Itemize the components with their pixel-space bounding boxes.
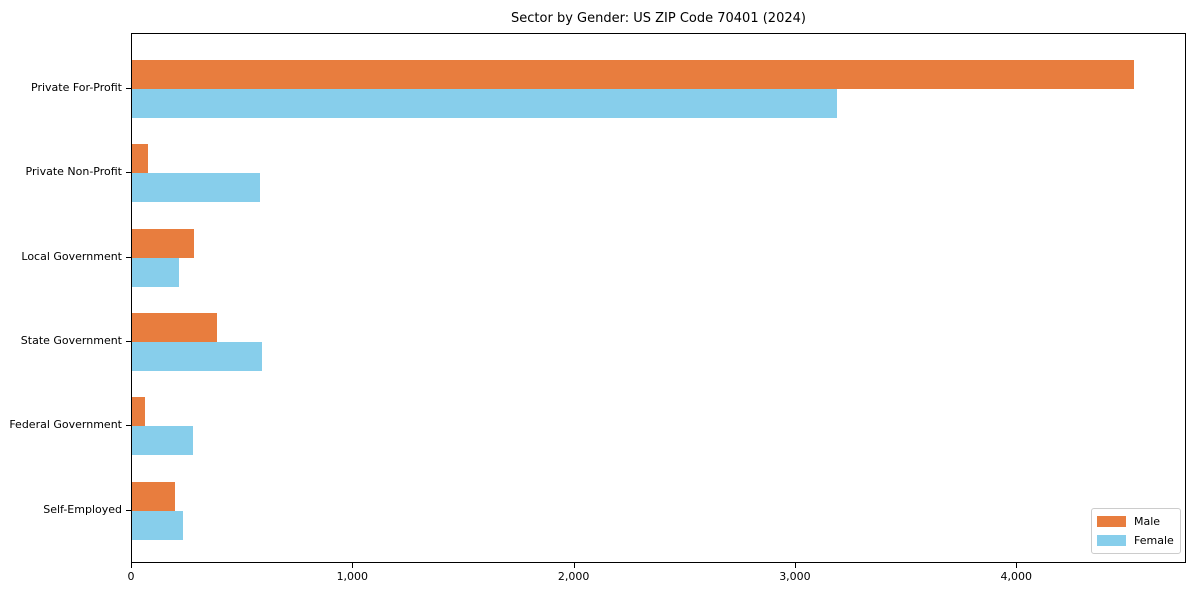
bar-male	[132, 397, 146, 427]
bar-male	[132, 312, 217, 342]
chart-title: Sector by Gender: US ZIP Code 70401 (202…	[511, 11, 806, 26]
y-axis-category-label: Federal Government	[9, 418, 122, 432]
bar-male	[132, 144, 148, 174]
bar-group	[132, 60, 1185, 118]
x-tick-label: 1,000	[336, 570, 369, 583]
y-tick-mark	[126, 425, 131, 427]
bar-male	[132, 60, 1135, 89]
bar-female	[132, 510, 184, 540]
x-tick-mark	[1016, 563, 1018, 568]
y-axis-category-label: Private For-Profit	[31, 81, 122, 94]
bar-group	[132, 481, 1185, 540]
y-axis-category-label: Private Non-Profit	[25, 165, 122, 179]
legend-label-male: Male	[1134, 515, 1161, 528]
x-tick-label: 4,000	[1000, 570, 1033, 583]
bar-female	[132, 173, 261, 203]
bar-male	[132, 481, 175, 511]
y-tick-mark	[126, 509, 131, 511]
y-axis-category-label: State Government	[20, 333, 122, 347]
y-tick-mark	[126, 256, 131, 258]
legend-label-female: Female	[1134, 534, 1174, 547]
bar-female	[132, 426, 193, 456]
x-tick-mark	[794, 563, 796, 568]
bar-group	[132, 144, 1185, 203]
bar-group	[132, 397, 1185, 456]
legend-entry-male: Male	[1097, 515, 1175, 528]
bar-female	[132, 89, 838, 118]
x-tick-mark	[573, 563, 575, 568]
bar-group	[132, 228, 1185, 287]
female-color-swatch	[1097, 535, 1126, 546]
bar-female	[132, 257, 180, 287]
bar-group	[132, 312, 1185, 371]
x-tick-label: 2,000	[557, 570, 590, 583]
x-tick-mark	[131, 563, 132, 568]
y-tick-mark	[126, 340, 131, 342]
x-tick-label: 3,000	[779, 570, 811, 583]
legend-entry-female: Female	[1097, 534, 1175, 547]
y-tick-mark	[126, 88, 131, 89]
male-color-swatch	[1097, 516, 1126, 527]
y-tick-mark	[126, 172, 131, 174]
y-axis-category-label: Local Government	[21, 249, 122, 263]
x-tick-mark	[352, 563, 354, 568]
plot-area	[131, 33, 1186, 563]
y-axis-category-label: Self-Employed	[43, 502, 122, 516]
bar-female	[132, 341, 262, 371]
x-tick-label: 0	[127, 570, 135, 583]
legend: Male Female	[1091, 508, 1181, 554]
bar-male	[132, 228, 195, 258]
